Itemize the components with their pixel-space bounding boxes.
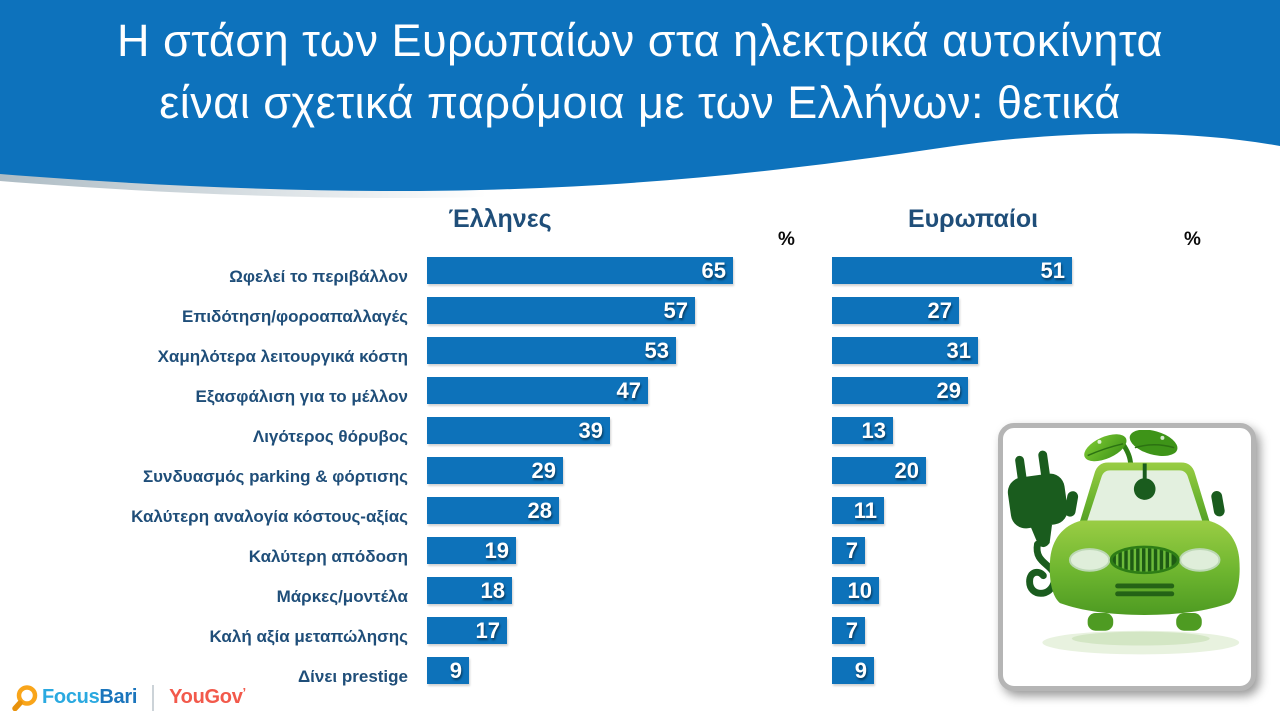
electric-car-illustration-frame bbox=[998, 423, 1256, 691]
chart-title-europeans: Ευρωπαίοι bbox=[907, 205, 1039, 233]
bar-value-label: 29 bbox=[936, 377, 961, 403]
bar-Έλληνες-8: 18 bbox=[427, 577, 512, 604]
bar-Ευρωπαίοι-10: 9 bbox=[832, 657, 874, 684]
header-banner: Η στάση των Ευρωπαίων στα ηλεκτρικά αυτο… bbox=[0, 0, 1280, 200]
category-label: Λιγότερος θόρυβος bbox=[252, 427, 408, 446]
bar-value-label: 9 bbox=[854, 657, 867, 683]
bar-Ευρωπαίοι-4: 13 bbox=[832, 417, 893, 444]
bar-Έλληνες-7: 19 bbox=[427, 537, 516, 564]
category-label: Χαμηλότερα λειτουργικά κόστη bbox=[157, 347, 408, 366]
yougov-logo-text: YouGov bbox=[169, 686, 243, 708]
bar-Ευρωπαίοι-6: 11 bbox=[832, 497, 884, 524]
bar-Ευρωπαίοι-5: 20 bbox=[832, 457, 926, 484]
category-labels-column: Ωφελεί το περιβάλλον Επιδότηση/φοροαπαλλα… bbox=[0, 257, 408, 697]
bar-value-label: 53 bbox=[644, 337, 669, 363]
bar-Ευρωπαίοι-1: 27 bbox=[832, 297, 959, 324]
bar-Ευρωπαίοι-3: 29 bbox=[832, 377, 968, 404]
bar-Ευρωπαίοι-2: 31 bbox=[832, 337, 978, 364]
bar-chart-europeans: 51 27 31 29 13 20 11 7 10 7 9 bbox=[832, 257, 1072, 697]
bar-Έλληνες-4: 39 bbox=[427, 417, 610, 444]
bar-value-label: 11 bbox=[853, 497, 877, 523]
bar-Ευρωπαίοι-7: 7 bbox=[832, 537, 865, 564]
bar-value-label: 51 bbox=[1040, 257, 1065, 283]
bar-value-label: 27 bbox=[927, 297, 952, 323]
bar-Έλληνες-6: 28 bbox=[427, 497, 559, 524]
focusbari-logo: FocusBari bbox=[42, 686, 137, 709]
bar-value-label: 31 bbox=[946, 337, 971, 363]
magnifier-icon bbox=[12, 685, 38, 711]
logo-divider bbox=[152, 684, 155, 711]
bar-value-label: 20 bbox=[894, 457, 919, 483]
bar-Έλληνες-0: 65 bbox=[427, 257, 733, 284]
category-label: Καλή αξία μεταπώλησης bbox=[209, 627, 408, 646]
category-label: Δίνει prestige bbox=[297, 667, 408, 686]
slide-title-line-1: Η στάση των Ευρωπαίων στα ηλεκτρικά αυτο… bbox=[116, 15, 1164, 66]
bar-Έλληνες-5: 29 bbox=[427, 457, 563, 484]
slide-title-line-2: είναι σχετικά παρόμοια με των Ελλήνων: θ… bbox=[159, 77, 1121, 128]
category-label: Συνδυασμός parking & φόρτισης bbox=[142, 467, 408, 486]
bar-value-label: 57 bbox=[663, 297, 688, 323]
bar-Έλληνες-9: 17 bbox=[427, 617, 507, 644]
bar-Έλληνες-2: 53 bbox=[427, 337, 676, 364]
bar-value-label: 17 bbox=[475, 617, 500, 643]
header-wave-background bbox=[0, 0, 1280, 199]
bar-chart-greeks: 65 57 53 47 39 29 28 19 18 17 9 bbox=[427, 257, 733, 697]
focusbari-logo-focus: Focus bbox=[42, 686, 100, 708]
category-label: Εξασφάλιση για το μέλλον bbox=[195, 387, 409, 406]
yougov-logo: YouGov’ bbox=[169, 686, 246, 709]
slide-title: Η στάση των Ευρωπαίων στα ηλεκτρικά αυτο… bbox=[0, 0, 1280, 134]
bar-value-label: 28 bbox=[527, 497, 552, 523]
bar-Ευρωπαίοι-9: 7 bbox=[832, 617, 865, 644]
bar-value-label: 65 bbox=[701, 257, 726, 283]
bar-Έλληνες-1: 57 bbox=[427, 297, 695, 324]
bar-value-label: 7 bbox=[845, 537, 858, 563]
bar-value-label: 47 bbox=[616, 377, 641, 403]
bar-Έλληνες-10: 9 bbox=[427, 657, 469, 684]
footer-logos: FocusBari YouGov’ bbox=[12, 684, 246, 711]
yougov-logo-mark: ’ bbox=[242, 685, 247, 700]
bar-value-label: 39 bbox=[578, 417, 603, 443]
bar-value-label: 10 bbox=[847, 577, 872, 603]
category-label: Επιδότηση/φοροαπαλλαγές bbox=[181, 307, 408, 326]
category-label: Καλύτερη αναλογία κόστους-αξίας bbox=[131, 507, 408, 526]
focusbari-logo-bari: Bari bbox=[99, 686, 138, 708]
bar-value-label: 9 bbox=[449, 657, 462, 683]
bar-value-label: 18 bbox=[480, 577, 505, 603]
bar-value-label: 29 bbox=[531, 457, 556, 483]
percent-unit-left: % bbox=[778, 229, 795, 250]
bar-value-label: 19 bbox=[484, 537, 509, 563]
category-label: Ωφελεί το περιβάλλον bbox=[229, 267, 408, 286]
bar-Ευρωπαίοι-8: 10 bbox=[832, 577, 879, 604]
bar-Ευρωπαίοι-0: 51 bbox=[832, 257, 1072, 284]
bar-value-label: 13 bbox=[861, 417, 886, 443]
bar-Έλληνες-3: 47 bbox=[427, 377, 648, 404]
green-electric-car-with-plug-icon bbox=[1007, 430, 1240, 655]
chart-title-greeks: Έλληνες bbox=[448, 205, 552, 233]
category-label: Μάρκες/μοντέλα bbox=[276, 587, 408, 606]
bar-value-label: 7 bbox=[845, 617, 858, 643]
category-label: Καλύτερη απόδοση bbox=[248, 547, 408, 566]
percent-unit-right: % bbox=[1184, 229, 1201, 250]
